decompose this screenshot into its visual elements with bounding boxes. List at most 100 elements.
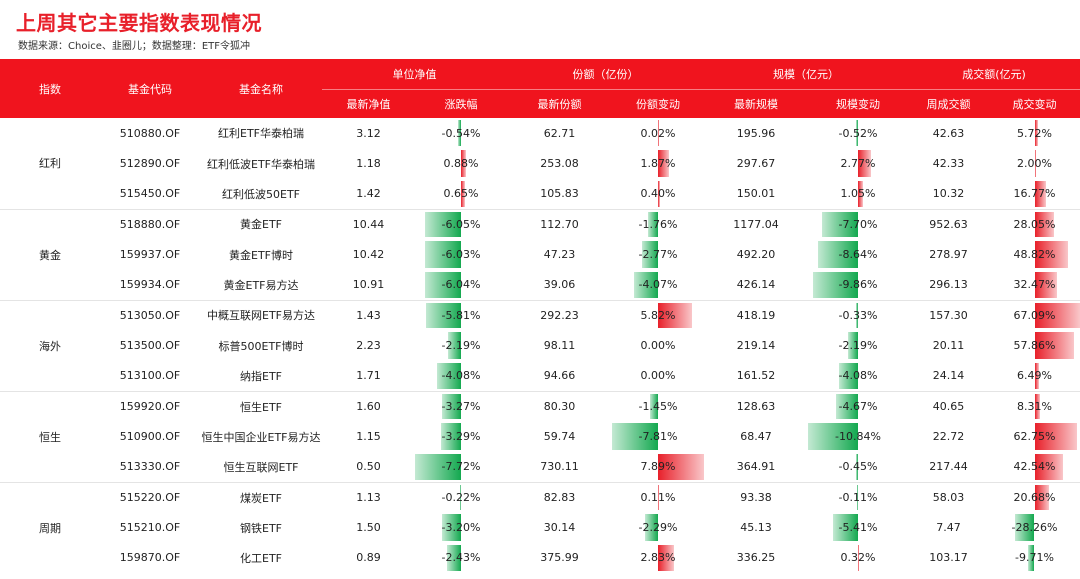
change-bar — [858, 180, 863, 207]
change-value: -0.22% — [441, 491, 481, 505]
change-value: 0.11% — [640, 491, 676, 505]
change-bar — [658, 150, 669, 177]
change-bar — [1034, 241, 1068, 268]
header-share-change: 份额变动 — [612, 89, 704, 118]
turnover-change-cell: -28.26% — [989, 512, 1080, 542]
fund-code-cell: 159920.OF — [100, 390, 200, 422]
nav-change-cell: 0.65% — [415, 179, 507, 209]
weekly-turnover-cell: 42.63 — [932, 126, 965, 140]
latest-scale-cell: 364.91 — [736, 460, 776, 474]
change-value: -6.04% — [441, 278, 481, 292]
share-change-cell: 7.89% — [612, 452, 704, 482]
change-value: -2.19% — [441, 339, 481, 353]
latest-share-cell: 47.23 — [543, 248, 576, 262]
latest-scale-cell: 45.13 — [740, 521, 772, 535]
nav-change-cell: -6.04% — [415, 270, 507, 300]
index-group-cell: 恒生 — [0, 390, 100, 483]
change-bar — [461, 150, 467, 177]
header-latest-nav: 最新净值 — [322, 89, 415, 118]
change-value: 5.72% — [1017, 126, 1052, 140]
fund-name-cell: 标普500ETF博时 — [218, 339, 304, 353]
change-value: 62.75% — [1013, 430, 1056, 444]
scale-change-cell: -8.64% — [808, 239, 908, 269]
latest-nav-cell: 10.91 — [352, 278, 385, 292]
change-value: -4.67% — [838, 400, 878, 414]
change-bar — [847, 332, 858, 359]
change-value: 0.65% — [443, 187, 479, 201]
scale-change-cell: 1.05% — [808, 179, 908, 209]
nav-change-cell: -0.54% — [415, 118, 507, 148]
scale-change-cell: -0.33% — [808, 299, 908, 331]
change-bar — [1015, 514, 1035, 541]
scale-change-cell: -0.11% — [808, 481, 908, 513]
change-bar — [857, 484, 858, 511]
change-value: 28.05% — [1013, 217, 1056, 231]
change-value: 42.54% — [1013, 460, 1056, 474]
latest-nav-cell: 0.89 — [356, 551, 381, 565]
nav-change-cell: -5.81% — [415, 299, 507, 331]
change-value: -7.70% — [838, 217, 878, 231]
fund-code-cell: 510900.OF — [119, 430, 181, 444]
change-value: -9.86% — [838, 278, 878, 292]
index-group-cell: 海外 — [0, 299, 100, 392]
share-change-cell: -2.77% — [612, 239, 704, 269]
latest-scale-cell: 161.52 — [736, 369, 776, 383]
change-value: 0.88% — [443, 157, 479, 171]
latest-scale-cell: 150.01 — [736, 187, 776, 201]
change-bar — [836, 393, 858, 420]
change-value: 5.82% — [640, 308, 676, 322]
latest-scale-cell: 336.25 — [736, 551, 776, 565]
fund-code-cell: 515210.OF — [119, 521, 181, 535]
turnover-change-cell: 20.68% — [989, 481, 1080, 513]
fund-code-cell: 512890.OF — [119, 157, 181, 171]
change-bar — [1034, 332, 1074, 359]
change-value: -6.05% — [441, 217, 481, 231]
change-bar — [1034, 211, 1054, 238]
latest-share-cell: 730.11 — [540, 460, 579, 474]
header-group-turnover: 成交额(亿元) — [908, 59, 1080, 90]
latest-nav-cell: 0.50 — [356, 460, 381, 474]
change-value: -7.72% — [441, 460, 481, 474]
latest-share-cell: 253.08 — [540, 157, 579, 171]
change-bar — [858, 544, 860, 572]
weekly-turnover-cell: 157.30 — [908, 299, 989, 331]
change-value: 1.05% — [840, 187, 876, 201]
table-row: 513330.OF 恒生互联网ETF 0.50 -7.72% 730.11 7.89% 36… — [0, 452, 1080, 482]
share-change-cell: 0.00% — [612, 330, 704, 360]
change-bar — [461, 180, 465, 207]
change-value: 32.47% — [1013, 278, 1056, 292]
change-value: -0.52% — [838, 126, 878, 140]
turnover-change-cell: 57.86% — [989, 330, 1080, 360]
table-row: 159937.OF 黄金ETF博时 10.42 -6.03% 47.23 -2.77% 49… — [0, 239, 1080, 269]
turnover-change-cell: 62.75% — [989, 421, 1080, 451]
share-change-cell: 0.00% — [612, 361, 704, 391]
change-bar — [839, 362, 858, 389]
fund-code-cell: 513330.OF — [119, 460, 181, 474]
table-row: 159934.OF 黄金ETF易方达 10.91 -6.04% 39.06 -4.07% 4… — [0, 270, 1080, 300]
share-change-cell: 1.87% — [612, 148, 704, 178]
table-row: 513500.OF 标普500ETF博时 2.23 -2.19% 98.11 0.00% 2… — [0, 330, 1080, 360]
change-bar — [447, 332, 461, 359]
turnover-change-cell: 67.09% — [989, 299, 1080, 331]
change-value: 1.87% — [640, 157, 676, 171]
table-row: 512890.OF 红利低波ETF华泰柏瑞 1.18 0.88% 253.08 1.87%… — [0, 148, 1080, 178]
change-value: 0.32% — [840, 551, 876, 565]
change-value: -5.41% — [838, 521, 878, 535]
change-bar — [812, 271, 858, 298]
change-value: 8.31% — [1017, 400, 1052, 414]
header-latest-share: 最新份额 — [507, 89, 612, 118]
change-value: 0.00% — [640, 339, 676, 353]
header-fund-code: 基金代码 — [100, 59, 200, 118]
change-value: -1.45% — [638, 400, 678, 414]
change-value: 0.40% — [640, 187, 676, 201]
change-bar — [446, 544, 461, 572]
latest-scale-cell: 195.96 — [736, 126, 776, 140]
change-bar — [658, 484, 659, 511]
fund-name-cell: 红利ETF华泰柏瑞 — [218, 127, 304, 141]
latest-share-cell: 82.83 — [507, 481, 612, 513]
fund-name-cell: 钢铁ETF — [240, 521, 282, 535]
scale-change-cell: -0.52% — [808, 118, 908, 148]
share-change-cell: -2.29% — [612, 512, 704, 542]
index-group-cell: 红利 — [0, 118, 100, 210]
latest-nav-cell: 1.43 — [322, 299, 415, 331]
